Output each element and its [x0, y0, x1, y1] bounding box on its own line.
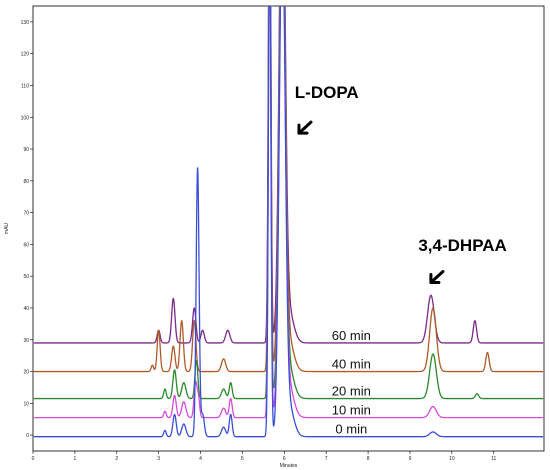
- annotation-label: L-DOPA: [295, 83, 359, 102]
- x-tick-label: 6: [283, 456, 286, 462]
- x-tick-label: 2: [115, 456, 118, 462]
- annotation-label: 3,4-DHPAA: [418, 236, 506, 255]
- x-tick-label: 4: [199, 456, 202, 462]
- trace-label: 20 min: [332, 384, 371, 399]
- tick-marks: 0 1 2 3 4 5 6 7 8 9 10 1101020304050607080901001101…: [21, 20, 497, 462]
- y-tick-label: 10: [23, 401, 29, 407]
- x-tick-label: 1: [73, 456, 76, 462]
- y-tick-label: 30: [23, 338, 29, 344]
- x-tick-label: 9: [409, 456, 412, 462]
- y-tick-label: 50: [23, 274, 29, 280]
- x-tick-label: 11: [491, 456, 496, 462]
- annotation-arrowhead: [429, 273, 441, 285]
- trace-labels: 60 min 40 min 20 min 10 min 0 min: [332, 328, 371, 437]
- x-tick-label: 10: [449, 456, 455, 462]
- annotation-arrow: [297, 120, 313, 135]
- y-tick-label: 40: [23, 306, 29, 312]
- y-tick-label: 20: [23, 370, 29, 376]
- annotations: L-DOPA 3,4-DHPAA: [295, 83, 507, 285]
- trace-label: 10 min: [332, 403, 371, 418]
- y-tick-label: 110: [21, 83, 29, 89]
- y-tick-label: 80: [23, 179, 29, 185]
- traces: [33, 6, 544, 438]
- axes: [32, 5, 545, 452]
- x-tick-label: 0: [32, 456, 35, 462]
- trace-label: 60 min: [332, 328, 371, 343]
- x-tick-label: 3: [157, 456, 160, 462]
- trace-0-min: [33, 6, 544, 438]
- y-tick-label: 70: [23, 211, 29, 217]
- y-axis-title: mAU: [4, 223, 10, 235]
- y-tick-label: 0: [26, 433, 29, 439]
- y-tick-label: 100: [21, 115, 30, 121]
- annotation-arrow: [429, 270, 445, 285]
- trace-label: 0 min: [335, 422, 367, 437]
- y-tick-label: 90: [23, 147, 29, 153]
- annotation-arrowhead: [297, 123, 309, 135]
- x-tick-label: 7: [325, 456, 328, 462]
- y-tick-label: 60: [23, 242, 29, 248]
- y-tick-label: 120: [21, 52, 30, 58]
- plot-frame: [32, 5, 545, 452]
- y-tick-label: 130: [21, 20, 30, 26]
- x-axis-title: Minutes: [280, 463, 298, 469]
- x-tick-label: 5: [241, 456, 244, 462]
- x-tick-label: 8: [367, 456, 370, 462]
- trace-label: 40 min: [332, 357, 371, 372]
